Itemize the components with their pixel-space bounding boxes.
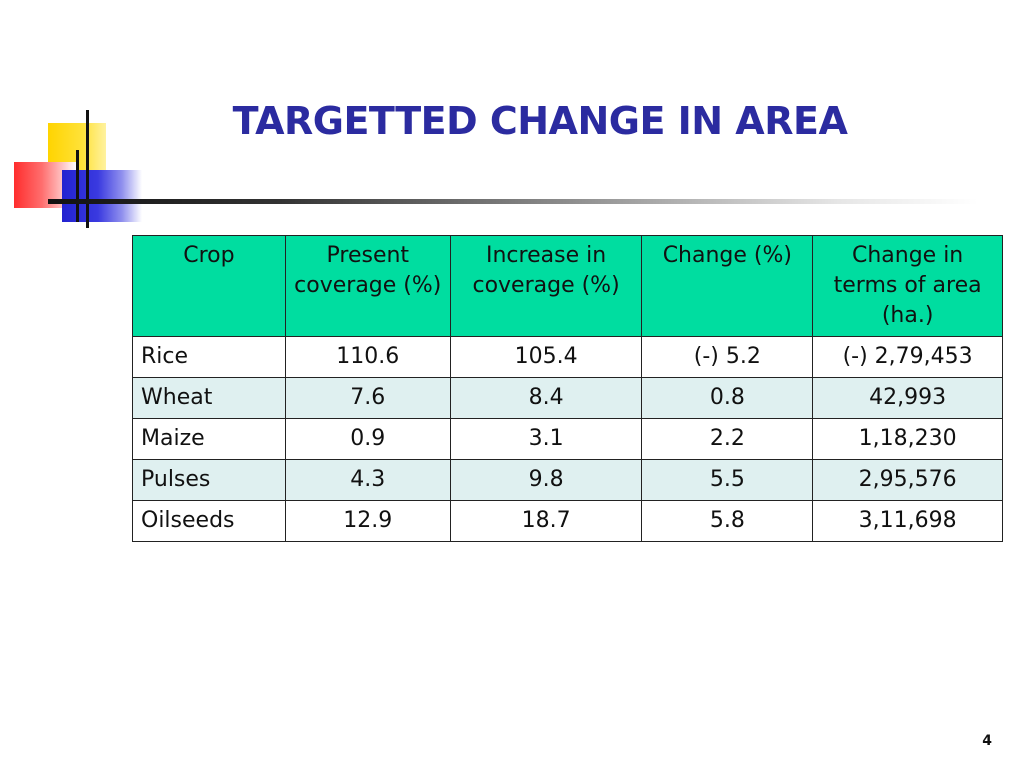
crop-area-table: Crop Present coverage (%) Increase in co… bbox=[132, 235, 1003, 542]
cell-change-in-area: 42,993 bbox=[812, 377, 1003, 419]
cell-increase-in-coverage: 8.4 bbox=[449, 377, 643, 419]
vertical-line-decoration-secondary bbox=[76, 150, 79, 222]
header-change-percent: Change (%) bbox=[641, 235, 814, 337]
cell-change-in-area: 1,18,230 bbox=[812, 418, 1003, 460]
table-row: Rice 110.6 105.4 (-) 5.2 (-) 2,79,453 bbox=[132, 336, 1003, 378]
cell-crop: Oilseeds bbox=[132, 500, 286, 542]
header-increase-in-coverage: Increase in coverage (%) bbox=[449, 235, 643, 337]
table-row: Maize 0.9 3.1 2.2 1,18,230 bbox=[132, 418, 1003, 460]
header-change-in-area: Change in terms of area (ha.) bbox=[812, 235, 1003, 337]
cell-change-in-area: 3,11,698 bbox=[812, 500, 1003, 542]
cell-crop: Pulses bbox=[132, 459, 286, 501]
cell-increase-in-coverage: 18.7 bbox=[449, 500, 643, 542]
cell-increase-in-coverage: 9.8 bbox=[449, 459, 643, 501]
cell-change-percent: 0.8 bbox=[641, 377, 814, 419]
cell-crop: Rice bbox=[132, 336, 286, 378]
cell-change-percent: 2.2 bbox=[641, 418, 814, 460]
vertical-line-decoration bbox=[86, 110, 89, 228]
cell-increase-in-coverage: 3.1 bbox=[449, 418, 643, 460]
cell-crop: Maize bbox=[132, 418, 286, 460]
cell-present-coverage: 12.9 bbox=[284, 500, 451, 542]
header-crop: Crop bbox=[132, 235, 286, 337]
cell-increase-in-coverage: 105.4 bbox=[449, 336, 643, 378]
decorative-squares-graphic bbox=[0, 0, 160, 240]
table-row: Oilseeds 12.9 18.7 5.8 3,11,698 bbox=[132, 500, 1003, 542]
cell-crop: Wheat bbox=[132, 377, 286, 419]
cell-change-percent: (-) 5.2 bbox=[641, 336, 814, 378]
cell-change-in-area: (-) 2,79,453 bbox=[812, 336, 1003, 378]
blue-square-decoration bbox=[62, 170, 142, 222]
cell-present-coverage: 4.3 bbox=[284, 459, 451, 501]
cell-present-coverage: 110.6 bbox=[284, 336, 451, 378]
cell-change-percent: 5.5 bbox=[641, 459, 814, 501]
table-header-row: Crop Present coverage (%) Increase in co… bbox=[132, 235, 1003, 337]
cell-change-in-area: 2,95,576 bbox=[812, 459, 1003, 501]
cell-present-coverage: 0.9 bbox=[284, 418, 451, 460]
header-present-coverage: Present coverage (%) bbox=[284, 235, 451, 337]
table-row: Pulses 4.3 9.8 5.5 2,95,576 bbox=[132, 459, 1003, 501]
cell-present-coverage: 7.6 bbox=[284, 377, 451, 419]
slide-title: TARGETTED CHANGE IN AREA bbox=[232, 99, 848, 143]
title-underline-rule bbox=[48, 199, 978, 204]
table-row: Wheat 7.6 8.4 0.8 42,993 bbox=[132, 377, 1003, 419]
cell-change-percent: 5.8 bbox=[641, 500, 814, 542]
page-number: 4 bbox=[982, 733, 992, 749]
